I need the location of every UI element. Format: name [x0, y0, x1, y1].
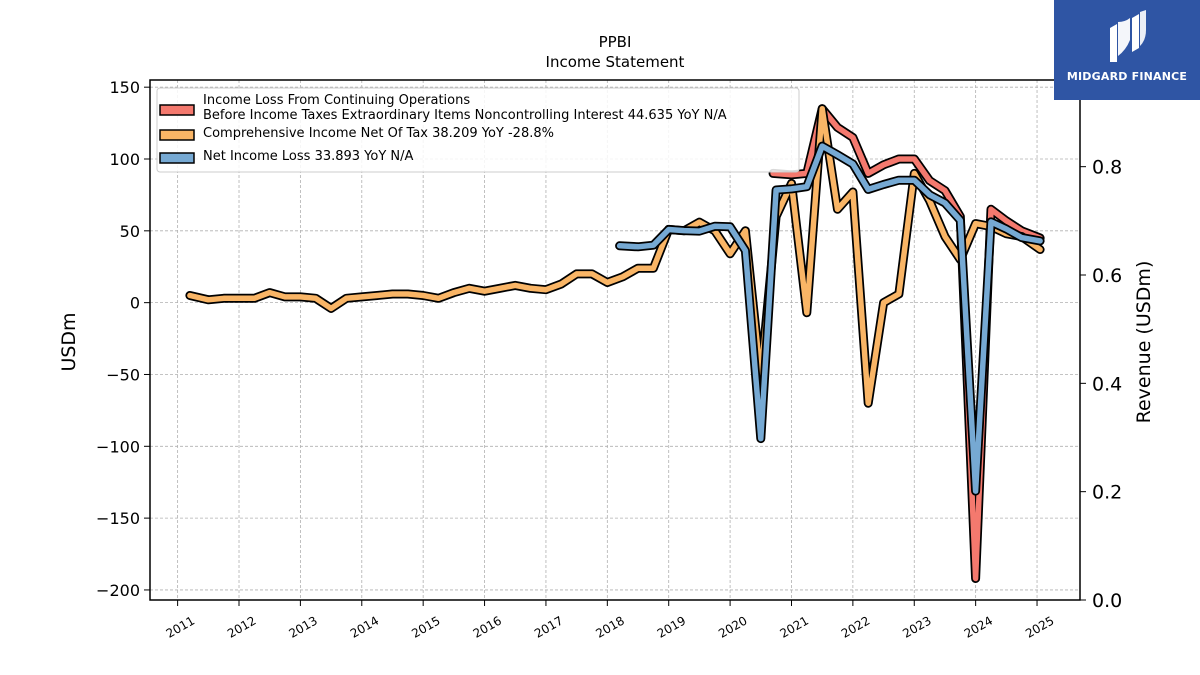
- x-tick-label: 2018: [593, 613, 626, 640]
- y2-tick-label: 0.6: [1092, 265, 1122, 287]
- x-tick-label: 2017: [532, 613, 565, 640]
- legend-label: Before Income Taxes Extraordinary Items …: [203, 108, 727, 123]
- y-tick-label: −50: [106, 365, 140, 384]
- y2-tick-label: 0.2: [1092, 482, 1122, 504]
- series-2: [185, 104, 1045, 408]
- brand-name: MIDGARD FINANCE: [1066, 70, 1188, 83]
- series-line: [187, 105, 1043, 406]
- y-tick-label: −150: [96, 509, 140, 528]
- series-layer: [185, 104, 1045, 583]
- x-tick-label: 2024: [962, 613, 995, 640]
- x-tick-label: 2019: [655, 613, 688, 640]
- y2-tick-label: 0.4: [1092, 373, 1122, 395]
- y-tick-label: 150: [109, 78, 140, 97]
- plot-frame: [149, 79, 1081, 601]
- x-tick-label: 2020: [716, 613, 749, 640]
- x-tick-label: 2014: [348, 613, 381, 640]
- legend-label: Net Income Loss 33.893 YoY N/A: [203, 149, 414, 164]
- x-tick-label: 2013: [286, 613, 319, 640]
- y2-tick-label: 0.8: [1092, 157, 1122, 179]
- y-tick-label: −100: [96, 437, 140, 456]
- legend-swatch: [159, 129, 195, 141]
- x-tick-label: 2015: [409, 613, 442, 640]
- y-tick-label: 50: [120, 222, 140, 241]
- x-tick-label: 2022: [839, 613, 872, 640]
- legend-swatch: [159, 104, 195, 116]
- x-tick-label: 2016: [471, 613, 504, 640]
- x-tick-label: 2011: [164, 613, 197, 640]
- x-tick-label: 2012: [225, 613, 258, 640]
- y-tick-label: 0: [130, 294, 140, 313]
- y2-tick-label: 0.0: [1092, 590, 1122, 612]
- chart-title: PPBI: [599, 33, 632, 51]
- brand-logo: MIDGARD FINANCE: [1054, 0, 1200, 100]
- legend-swatch: [159, 152, 195, 164]
- x-tick-label: 2021: [778, 613, 811, 640]
- legend: Income Loss From Continuing OperationsBe…: [156, 87, 800, 173]
- y2-axis-label: Revenue (USDm): [1133, 261, 1155, 424]
- legend-box: [156, 87, 800, 173]
- legend-label: Income Loss From Continuing Operations: [203, 93, 470, 108]
- y-axis-label: USDm: [58, 312, 80, 371]
- chart-subtitle: Income Statement: [546, 53, 685, 71]
- x-tick-label: 2023: [900, 613, 933, 640]
- x-tick-label: 2025: [1023, 613, 1056, 640]
- series-line: [616, 143, 1043, 494]
- y-tick-label: 100: [109, 150, 140, 169]
- y-tick-label: −200: [96, 581, 140, 600]
- series-3: [615, 141, 1045, 496]
- legend-label: Comprehensive Income Net Of Tax 38.209 Y…: [203, 126, 554, 141]
- logo-mark-icon: [1110, 10, 1146, 62]
